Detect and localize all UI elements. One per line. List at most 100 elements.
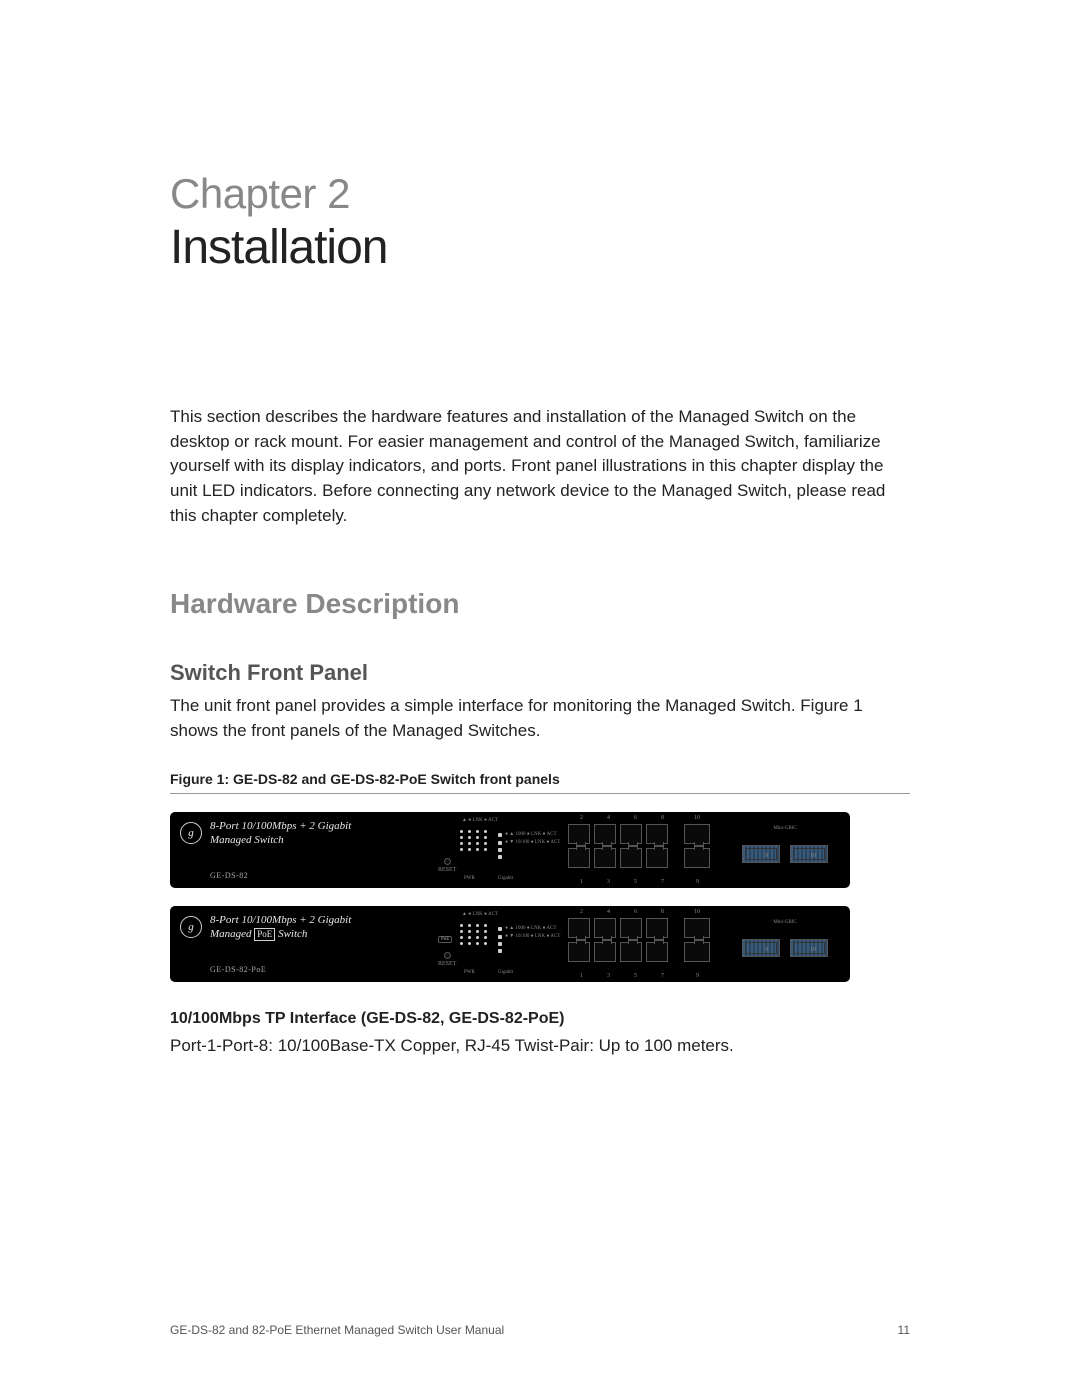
port-num: 7	[661, 879, 664, 885]
led-matrix	[460, 830, 487, 854]
led-matrix	[460, 924, 487, 948]
status-leds: ● ▲ 1000 ● LNK ● ACT ● ▼ 10/100 ● LNK ● …	[498, 832, 560, 862]
rj45-port-icon	[568, 848, 590, 868]
port-num: 1	[580, 879, 583, 885]
reset-button: RESET	[438, 952, 456, 967]
rj45-port-icon	[594, 824, 616, 844]
sfp-num: 9	[765, 853, 768, 859]
pwr-label: PWR	[464, 970, 475, 975]
sfp-slot-icon	[742, 939, 780, 957]
intro-paragraph: This section describes the hardware feat…	[170, 405, 910, 528]
rj45-port-icon	[594, 942, 616, 962]
gigabit-ports	[684, 918, 710, 962]
status-row-2: ● ▼ 10/100 ● LNK ● ACT	[505, 840, 560, 845]
rj45-gigabit-port-icon	[684, 848, 710, 868]
switch-title: 8-Port 10/100Mbps + 2 Gigabit Managed Sw…	[210, 820, 351, 848]
switch-title-line1: 8-Port 10/100Mbps + 2 Gigabit	[210, 914, 351, 926]
status-row-1: ● ▲ 1000 ● LNK ● ACT	[505, 926, 557, 931]
switch-stack: g 8-Port 10/100Mbps + 2 Gigabit Managed …	[170, 812, 910, 982]
status-row-1: ● ▲ 1000 ● LNK ● ACT	[505, 832, 557, 837]
rj45-port-icon	[620, 824, 642, 844]
led-legend-top: ▲ ● LNK ● ACT	[462, 912, 498, 918]
figure-1: g 8-Port 10/100Mbps + 2 Gigabit Managed …	[170, 812, 910, 982]
sfp-num: 9	[765, 947, 768, 953]
rj45-port-icon	[568, 918, 590, 938]
rj45-ports	[568, 824, 668, 868]
switch-model: GE-DS-82	[210, 871, 248, 880]
sfp-area: Mini-GBIC 9 10	[730, 826, 840, 863]
page: Chapter 2 Installation This section desc…	[0, 0, 1080, 1397]
sfp-slot-icon	[790, 845, 828, 863]
footer-title: GE-DS-82 and 82-PoE Ethernet Managed Swi…	[170, 1323, 504, 1337]
gigabit-label: Gigabit	[498, 970, 513, 975]
status-row-2: ● ▼ 10/100 ● LNK ● ACT	[505, 934, 560, 939]
poe-badge: PoE	[254, 928, 275, 941]
rj45-port-icon	[646, 942, 668, 962]
sfp-area: Mini-GBIC 9 10	[730, 920, 840, 957]
switch-title-line1: 8-Port 10/100Mbps + 2 Gigabit	[210, 820, 351, 832]
rj45-port-icon	[646, 824, 668, 844]
poe-inuse-badge: PoE	[438, 936, 452, 943]
pwr-label: PWR	[464, 876, 475, 881]
sfp-num: 10	[810, 947, 816, 953]
sfp-slot-icon	[742, 845, 780, 863]
switch-title-line2-post: Switch	[275, 928, 307, 940]
port-num: 5	[634, 973, 637, 979]
gigabit-ports	[684, 824, 710, 868]
reset-label: RESET	[438, 867, 456, 873]
rj45-port-icon	[594, 918, 616, 938]
port-num: 9	[696, 879, 699, 885]
port-num: 1	[580, 973, 583, 979]
port-num: 5	[634, 879, 637, 885]
port-num: 4	[607, 909, 610, 915]
status-leds: ● ▲ 1000 ● LNK ● ACT ● ▼ 10/100 ● LNK ● …	[498, 926, 560, 956]
switch-model: GE-DS-82-PoE	[210, 965, 266, 974]
reset-label: RESET	[438, 961, 456, 967]
switch-panel-ge-ds-82-poe: g 8-Port 10/100Mbps + 2 Gigabit Managed …	[170, 906, 850, 982]
switch-panel-ge-ds-82: g 8-Port 10/100Mbps + 2 Gigabit Managed …	[170, 812, 850, 888]
port-num: 3	[607, 973, 610, 979]
tp-interface-heading: 10/100Mbps TP Interface (GE-DS-82, GE-DS…	[170, 1010, 910, 1028]
port-num: 6	[634, 815, 637, 821]
page-footer: GE-DS-82 and 82-PoE Ethernet Managed Swi…	[170, 1323, 910, 1337]
port-num: 8	[661, 815, 664, 821]
rj45-gigabit-port-icon	[684, 824, 710, 844]
port-num: 7	[661, 973, 664, 979]
ge-logo-icon: g	[180, 822, 202, 844]
switch-title: 8-Port 10/100Mbps + 2 Gigabit Managed Po…	[210, 914, 351, 942]
rj45-port-icon	[620, 918, 642, 938]
chapter-label: Chapter 2	[170, 170, 910, 218]
port-num: 6	[634, 909, 637, 915]
led-legend-top: ▲ ● LNK ● ACT	[462, 818, 498, 824]
port-num: 2	[580, 909, 583, 915]
sfp-num: 10	[810, 853, 816, 859]
rj45-ports	[568, 918, 668, 962]
sfp-label: Mini-GBIC	[730, 920, 840, 925]
port-num: 8	[661, 909, 664, 915]
chapter-title: Installation	[170, 220, 910, 275]
reset-hole-icon	[444, 858, 451, 865]
port-num: 4	[607, 815, 610, 821]
gigabit-label: Gigabit	[498, 876, 513, 881]
sfp-label: Mini-GBIC	[730, 826, 840, 831]
port-num: 10	[694, 815, 700, 821]
hardware-description-heading: Hardware Description	[170, 588, 910, 620]
page-number: 11	[898, 1323, 910, 1337]
switch-front-panel-heading: Switch Front Panel	[170, 660, 910, 686]
reset-hole-icon	[444, 952, 451, 959]
port-num: 3	[607, 879, 610, 885]
rj45-port-icon	[568, 942, 590, 962]
switch-title-line2-pre: Managed	[210, 928, 254, 940]
rj45-gigabit-port-icon	[684, 918, 710, 938]
figure-caption: Figure 1: GE-DS-82 and GE-DS-82-PoE Swit…	[170, 771, 910, 794]
rj45-port-icon	[620, 848, 642, 868]
rj45-port-icon	[620, 942, 642, 962]
rj45-port-icon	[646, 918, 668, 938]
port-num: 2	[580, 815, 583, 821]
switch-front-panel-paragraph: The unit front panel provides a simple i…	[170, 694, 910, 743]
tp-interface-body: Port-1-Port-8: 10/100Base-TX Copper, RJ-…	[170, 1034, 910, 1058]
ge-logo-icon: g	[180, 916, 202, 938]
rj45-port-icon	[646, 848, 668, 868]
switch-title-line2: Managed Switch	[210, 834, 284, 846]
rj45-port-icon	[594, 848, 616, 868]
